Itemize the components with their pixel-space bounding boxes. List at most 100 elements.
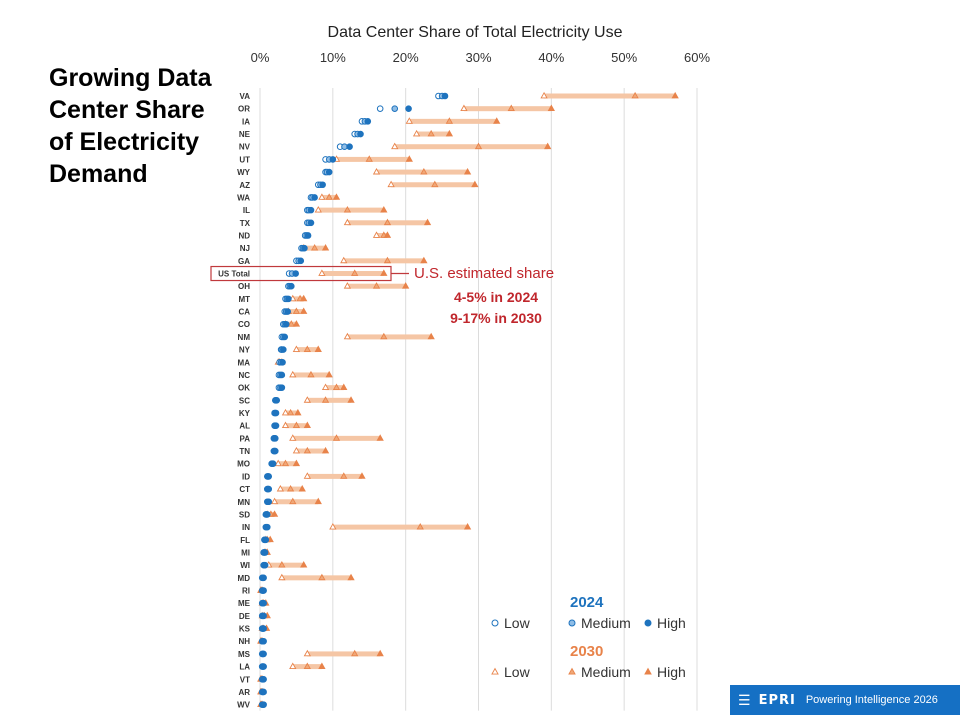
- marker-2024-high: [263, 523, 271, 531]
- marker-2030-low: [343, 332, 352, 340]
- marker-2030-medium: [303, 446, 311, 454]
- marker-2024-high: [271, 447, 279, 455]
- state-label: US Total: [218, 270, 250, 279]
- state-label: RI: [242, 587, 250, 596]
- marker-2030-high: [423, 218, 432, 226]
- hamburger-menu-icon[interactable]: ☰: [738, 691, 751, 708]
- marker-2030-medium: [351, 649, 359, 657]
- marker-2030-low: [289, 370, 297, 378]
- marker-2024-high: [260, 612, 267, 620]
- marker-2030-low: [270, 497, 279, 505]
- marker-2030-medium: [383, 256, 392, 264]
- marker-2030-low: [460, 104, 468, 112]
- state-label: NM: [238, 333, 251, 342]
- marker-2030-medium: [318, 573, 326, 581]
- marker-2030-low: [540, 91, 548, 99]
- marker-2024-high: [325, 168, 333, 176]
- marker-2024-high: [261, 549, 269, 556]
- legend-marker-2030: [644, 667, 652, 675]
- state-label: ND: [238, 231, 250, 240]
- marker-2024-high: [262, 536, 270, 544]
- x-tick-labels: 0% 10% 20% 30% 40% 50% 60%: [251, 50, 711, 65]
- marker-2030-high: [292, 320, 301, 327]
- marker-2024-high: [260, 625, 267, 632]
- marker-2024-high: [311, 194, 318, 201]
- epri-logo: EPRI: [758, 692, 796, 708]
- marker-2030-medium: [278, 561, 286, 568]
- state-label: GA: [238, 257, 250, 266]
- legend-marker-2030: [491, 667, 499, 675]
- marker-2030-low: [329, 523, 337, 530]
- marker-2024-high: [273, 397, 281, 404]
- marker-2030-medium: [303, 345, 311, 352]
- marker-2030-low: [372, 167, 381, 175]
- marker-2030-high: [358, 472, 366, 479]
- legend-marker-2030: [568, 667, 576, 675]
- x-tick-label: 30%: [465, 50, 491, 65]
- marker-2024-high: [307, 206, 315, 214]
- marker-2030-low: [412, 129, 421, 137]
- state-label: WI: [240, 561, 250, 570]
- marker-2030-medium: [431, 180, 439, 188]
- marker-2030-high: [303, 421, 311, 429]
- range-bar-2030: [394, 144, 548, 150]
- marker-2024-high: [282, 320, 290, 328]
- marker-2030-medium: [286, 484, 295, 492]
- marker-2024-high: [265, 485, 273, 493]
- state-label: MA: [238, 358, 251, 367]
- state-label: NJ: [240, 244, 250, 253]
- state-label: IA: [242, 117, 250, 126]
- marker-2030-medium: [303, 662, 311, 669]
- marker-2024-high: [280, 346, 287, 353]
- marker-2030-medium: [427, 129, 435, 137]
- marker-2030-medium: [420, 167, 428, 175]
- marker-2030-high: [547, 104, 555, 112]
- state-label: OK: [238, 384, 250, 393]
- marker-2030-high: [300, 561, 308, 568]
- marker-2030-medium: [325, 193, 333, 200]
- state-label: WA: [237, 193, 250, 202]
- range-bar-2030: [544, 93, 676, 99]
- us-total-highlight: U.S. estimated share 4-5% in 2024 9-17% …: [210, 265, 554, 326]
- legend-year-2030: 2030: [570, 643, 603, 660]
- marker-2030-high: [671, 91, 679, 99]
- range-bar-2030: [332, 524, 468, 530]
- state-label: NH: [238, 637, 250, 646]
- footer-bar: ☰ EPRI Powering Intelligence 2026: [730, 685, 960, 715]
- state-label: DE: [239, 612, 251, 621]
- legend-marker-2024: [644, 619, 652, 627]
- marker-2030-low: [391, 142, 399, 150]
- marker-2024-medium: [391, 105, 399, 112]
- state-label: KY: [239, 409, 251, 418]
- marker-2030-low: [318, 269, 326, 276]
- footer-text: Powering Intelligence 2026: [805, 694, 938, 706]
- marker-2030-medium: [310, 244, 319, 251]
- state-label: IL: [243, 206, 250, 215]
- marker-2030-high: [300, 294, 308, 302]
- marker-2030-high: [463, 167, 472, 175]
- marker-2030-high: [493, 117, 501, 124]
- marker-2030-medium: [289, 497, 297, 505]
- range-bar-2030: [307, 397, 352, 403]
- state-label: TN: [239, 447, 250, 456]
- markers-2024: [258, 92, 449, 708]
- state-label: TX: [240, 219, 251, 228]
- range-bar-2030: [307, 651, 381, 657]
- marker-2030-high: [544, 142, 552, 150]
- marker-2030-high: [405, 155, 413, 162]
- marker-2024-high: [307, 219, 315, 227]
- marker-2030-medium: [292, 307, 301, 314]
- marker-2030-medium: [287, 320, 295, 327]
- state-label: FL: [240, 536, 250, 545]
- marker-2030-high: [347, 396, 355, 403]
- marker-2024-high: [304, 232, 312, 239]
- state-label: NC: [238, 371, 250, 380]
- state-label: OR: [238, 105, 250, 114]
- marker-2030-high: [427, 332, 435, 340]
- chart-title: Data Center Share of Total Electricity U…: [328, 24, 623, 41]
- marker-2024-high: [441, 92, 449, 100]
- marker-2030-medium: [321, 396, 330, 403]
- range-bar-2030: [274, 499, 319, 505]
- marker-2030-high: [314, 497, 322, 505]
- state-label: ME: [238, 599, 251, 608]
